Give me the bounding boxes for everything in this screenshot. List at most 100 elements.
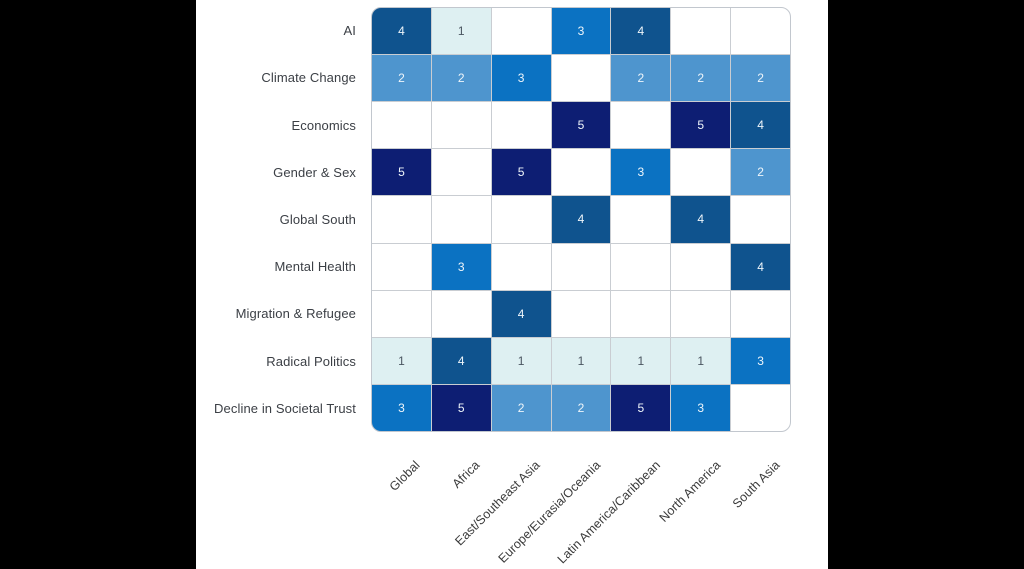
heatmap-cell[interactable]: 1 — [372, 337, 431, 384]
cell-value: 4 — [457, 353, 465, 368]
heatmap-cell[interactable] — [431, 290, 491, 337]
heatmap-cell[interactable]: 3 — [731, 337, 790, 384]
heatmap-cell[interactable]: 5 — [372, 149, 431, 196]
cell-value: 2 — [637, 71, 645, 86]
y-axis-labels: AI Climate Change Economics Gender & Sex Glo… — [196, 7, 356, 432]
heatmap-cell[interactable] — [372, 102, 431, 149]
cell-value: 3 — [517, 71, 525, 86]
row-label: Economics — [291, 117, 356, 133]
heatmap-cell[interactable]: 2 — [731, 149, 790, 196]
row-label: Decline in Societal Trust — [214, 400, 356, 416]
heatmap-cell[interactable]: 4 — [372, 8, 431, 55]
row-label: Radical Politics — [266, 353, 356, 369]
cell-value: 4 — [398, 24, 405, 39]
heatmap-cell[interactable]: 4 — [491, 290, 551, 337]
heatmap-cell[interactable]: 2 — [731, 55, 790, 102]
cell-value: 1 — [697, 353, 705, 368]
cell-value: 2 — [697, 71, 705, 86]
heatmap-chart: AI Climate Change Economics Gender & Sex Glo… — [196, 0, 828, 569]
cell-value: 1 — [398, 353, 405, 368]
cell-value: 4 — [697, 212, 705, 227]
heatmap-cell[interactable]: 4 — [431, 337, 491, 384]
row-label: AI — [343, 23, 356, 39]
cell-value: 2 — [457, 71, 465, 86]
heatmap-cell[interactable]: 3 — [491, 55, 551, 102]
row-label: Mental Health — [274, 259, 356, 275]
heatmap-cell[interactable]: 5 — [551, 102, 611, 149]
heatmap-cell[interactable]: 4 — [611, 8, 671, 55]
cell-value: 1 — [637, 353, 645, 368]
heatmap-cell[interactable] — [431, 102, 491, 149]
heatmap-cell[interactable] — [372, 290, 431, 337]
heatmap-cell[interactable]: 4 — [731, 102, 790, 149]
heatmap-cell[interactable]: 1 — [491, 337, 551, 384]
heatmap-cell[interactable] — [611, 290, 671, 337]
cell-value: 5 — [457, 400, 465, 415]
heatmap-cell[interactable] — [731, 290, 790, 337]
heatmap-cell[interactable] — [491, 196, 551, 243]
cell-value: 3 — [757, 353, 764, 368]
heatmap-cell[interactable] — [671, 243, 731, 290]
heatmap-cell[interactable] — [431, 196, 491, 243]
heatmap-cell[interactable]: 4 — [731, 243, 790, 290]
column-label: North America — [656, 458, 723, 525]
heatmap-cell[interactable] — [671, 149, 731, 196]
cell-value: 1 — [577, 353, 585, 368]
heatmap-cell[interactable] — [551, 55, 611, 102]
heatmap-cell[interactable] — [671, 8, 731, 55]
heatmap-cell[interactable]: 2 — [491, 384, 551, 431]
heatmap-cell[interactable] — [671, 290, 731, 337]
heatmap-cell[interactable] — [431, 149, 491, 196]
heatmap-cell[interactable] — [551, 149, 611, 196]
heatmap-cell[interactable] — [731, 384, 790, 431]
heatmap-cell[interactable]: 1 — [431, 8, 491, 55]
cell-value: 3 — [457, 259, 465, 274]
cell-value: 2 — [517, 400, 525, 415]
heatmap-cell[interactable] — [731, 8, 790, 55]
heatmap-cell[interactable]: 3 — [431, 243, 491, 290]
heatmap-cell[interactable]: 2 — [611, 55, 671, 102]
heatmap-cell[interactable]: 5 — [671, 102, 731, 149]
cell-value: 2 — [757, 71, 764, 86]
heatmap-cell[interactable]: 2 — [671, 55, 731, 102]
heatmap-cell[interactable] — [611, 243, 671, 290]
cell-value: 4 — [517, 306, 525, 321]
heatmap-cell[interactable]: 3 — [611, 149, 671, 196]
cell-value: 5 — [637, 400, 645, 415]
cell-value: 4 — [757, 259, 764, 274]
heatmap-cell[interactable] — [551, 290, 611, 337]
heatmap-cell[interactable]: 5 — [491, 149, 551, 196]
heatmap-cell[interactable]: 2 — [431, 55, 491, 102]
heatmap-cell[interactable] — [551, 243, 611, 290]
heatmap-cell[interactable]: 3 — [372, 384, 431, 431]
heatmap-cell[interactable]: 5 — [611, 384, 671, 431]
heatmap-cell[interactable] — [372, 196, 431, 243]
heatmap-cell[interactable]: 1 — [611, 337, 671, 384]
heatmap-cell[interactable] — [491, 102, 551, 149]
heatmap-cell[interactable]: 2 — [551, 384, 611, 431]
cell-value: 4 — [637, 24, 645, 39]
heatmap-cell[interactable] — [611, 196, 671, 243]
heatmap-cell[interactable]: 3 — [671, 384, 731, 431]
cell-value: 1 — [517, 353, 525, 368]
column-label: Global — [387, 458, 423, 494]
heatmap-cell[interactable]: 4 — [671, 196, 731, 243]
cell-value: 2 — [757, 165, 764, 180]
heatmap-cell[interactable] — [491, 8, 551, 55]
heatmap-cell[interactable] — [731, 196, 790, 243]
heatmap-cell[interactable]: 4 — [551, 196, 611, 243]
row-label: Migration & Refugee — [235, 306, 356, 322]
heatmap-cell[interactable]: 1 — [551, 337, 611, 384]
cell-value: 3 — [577, 24, 585, 39]
heatmap-cell[interactable] — [611, 102, 671, 149]
heatmap-cell[interactable]: 2 — [372, 55, 431, 102]
heatmap-cell[interactable]: 3 — [551, 8, 611, 55]
cell-value: 2 — [398, 71, 405, 86]
chart-panel: AI Climate Change Economics Gender & Sex Glo… — [196, 0, 828, 569]
heatmap-cell[interactable]: 5 — [431, 384, 491, 431]
heatmap-cell[interactable] — [491, 243, 551, 290]
heatmap-cell[interactable] — [372, 243, 431, 290]
heatmap-cell[interactable]: 1 — [671, 337, 731, 384]
row-label: Global South — [279, 211, 356, 227]
cell-value: 3 — [697, 400, 705, 415]
